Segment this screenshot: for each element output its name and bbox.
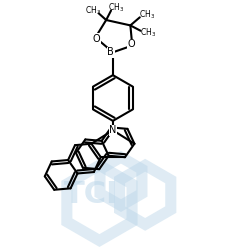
Text: CH$_3$: CH$_3$: [108, 2, 124, 14]
Text: CH$_3$: CH$_3$: [85, 4, 101, 17]
Text: CH$_3$: CH$_3$: [140, 27, 156, 39]
Text: O: O: [93, 34, 100, 44]
Text: TCI: TCI: [64, 180, 119, 209]
Text: CH$_3$: CH$_3$: [139, 9, 155, 22]
Text: O: O: [127, 39, 135, 49]
Text: B: B: [107, 47, 114, 57]
Text: N: N: [109, 125, 116, 135]
